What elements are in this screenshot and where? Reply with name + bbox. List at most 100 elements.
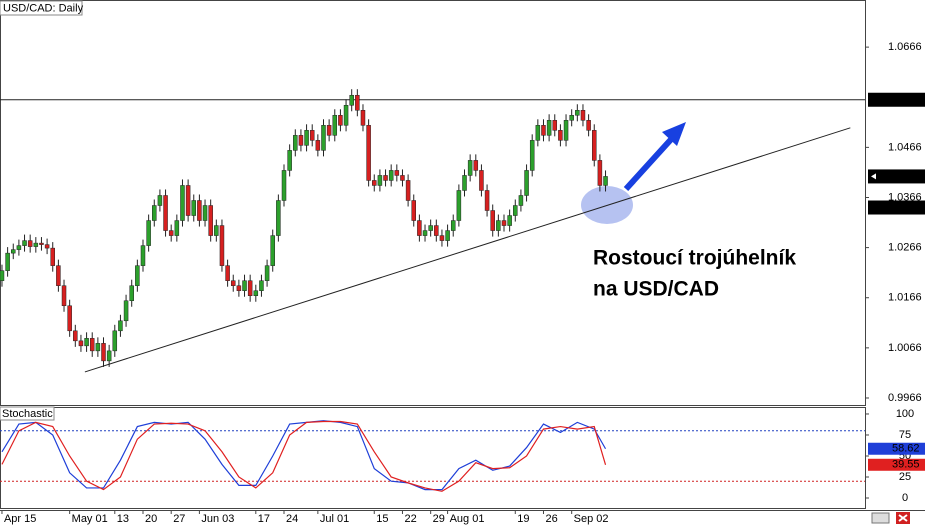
candle-body (405, 180, 411, 201)
candle-body (496, 220, 501, 231)
candle-body (152, 205, 157, 221)
candle-body (259, 280, 264, 291)
candle-body (315, 140, 321, 151)
candle-body (541, 125, 546, 136)
indicator-y-tick-label: 25 (899, 471, 911, 483)
candle-body (236, 285, 242, 291)
indicator-value-label: 58.62 (892, 443, 920, 455)
marker-price-box (868, 200, 925, 215)
last-price-box (868, 169, 925, 184)
y-tick-label: 1.0666 (888, 41, 922, 53)
candle-body (586, 120, 591, 131)
candle-body (123, 300, 129, 322)
candle-body (163, 195, 168, 231)
candle-body (281, 170, 287, 201)
candle-body (507, 215, 512, 226)
candle-body (112, 330, 118, 352)
chart-title: USD/CAD: Daily (3, 2, 84, 14)
candle-body (490, 210, 495, 231)
candle-body (569, 115, 574, 121)
candle-body (242, 280, 247, 291)
x-tick-label: Aug 01 (450, 513, 485, 525)
x-tick-label: 26 (545, 513, 557, 525)
candle-body (338, 115, 343, 126)
candle-body (22, 240, 27, 246)
candle-body (191, 200, 197, 216)
indicator-y-tick-label: 100 (896, 408, 914, 420)
indicator-panel (0, 407, 866, 509)
arrow-shaft (623, 132, 678, 192)
y-tick-label: 1.0066 (888, 342, 922, 354)
candle-body (214, 225, 219, 236)
candle-body (56, 265, 61, 286)
candle-body (332, 115, 338, 136)
candle-body (174, 220, 180, 236)
y-tick-label: 1.0166 (888, 292, 922, 304)
candle-body (78, 340, 84, 347)
candle-body (298, 135, 304, 146)
candle-body (11, 249, 16, 254)
candle-body (321, 125, 326, 151)
candle-body (450, 220, 456, 231)
x-tick-label: Jul 01 (320, 513, 349, 525)
title-box (0, 0, 83, 16)
candle-body (106, 350, 112, 362)
candle-body (135, 265, 140, 286)
candle-body (0, 270, 5, 281)
candle-body (326, 125, 332, 136)
x-tick-label: 19 (517, 513, 529, 525)
candle-body (140, 245, 146, 266)
candle-body (400, 175, 405, 181)
candle-body (27, 240, 33, 247)
annotation-line: na USD/CAD (593, 278, 719, 301)
candle-body (355, 94, 360, 111)
candle-body (225, 265, 230, 281)
candle-body (349, 94, 354, 106)
y-tick-label: 1.0466 (888, 141, 922, 153)
candle-body (276, 200, 281, 236)
x-tick-label: 20 (145, 513, 157, 525)
x-tick-label: 15 (376, 513, 388, 525)
candle-body (247, 280, 253, 296)
candle-body (129, 285, 134, 301)
candle-body (197, 200, 202, 221)
candle-body (219, 225, 225, 266)
x-tick-label: 27 (173, 513, 185, 525)
arrow-head (662, 122, 686, 146)
candle-body (462, 175, 467, 191)
candle-body (264, 265, 270, 281)
indicator-value-label: 39.55 (892, 459, 920, 471)
candle-body (597, 160, 603, 186)
scroll-button[interactable] (871, 512, 890, 524)
x-tick-label: May 01 (72, 513, 108, 525)
candle-body (270, 235, 275, 266)
candle-body (39, 242, 44, 245)
candle-body (84, 338, 89, 347)
candle-body (524, 170, 529, 196)
candle-body (118, 320, 123, 332)
candle-body (467, 160, 473, 176)
resistance-label: 1.0561 (880, 94, 914, 106)
candle-body (208, 205, 213, 236)
candle-body (552, 120, 558, 131)
marker-price-label: 1.0346 (880, 201, 914, 213)
indicator-title: Stochastic (2, 408, 53, 420)
candle-body (456, 190, 462, 221)
candle-body (33, 242, 39, 247)
candle-body (168, 230, 174, 236)
candle-body (529, 140, 535, 171)
candle-body (360, 110, 366, 126)
candle-body (484, 190, 490, 211)
candle-body (417, 220, 422, 236)
trendline (84, 127, 851, 373)
candle-body (422, 230, 428, 236)
candle-body (383, 175, 388, 181)
indicator-y-tick-label: 75 (899, 429, 911, 441)
last-price-label: 1.0408 (880, 170, 914, 182)
candle-body (89, 338, 95, 352)
x-tick-label: 17 (258, 513, 270, 525)
candle-body (304, 130, 309, 146)
candle-body (434, 225, 439, 236)
